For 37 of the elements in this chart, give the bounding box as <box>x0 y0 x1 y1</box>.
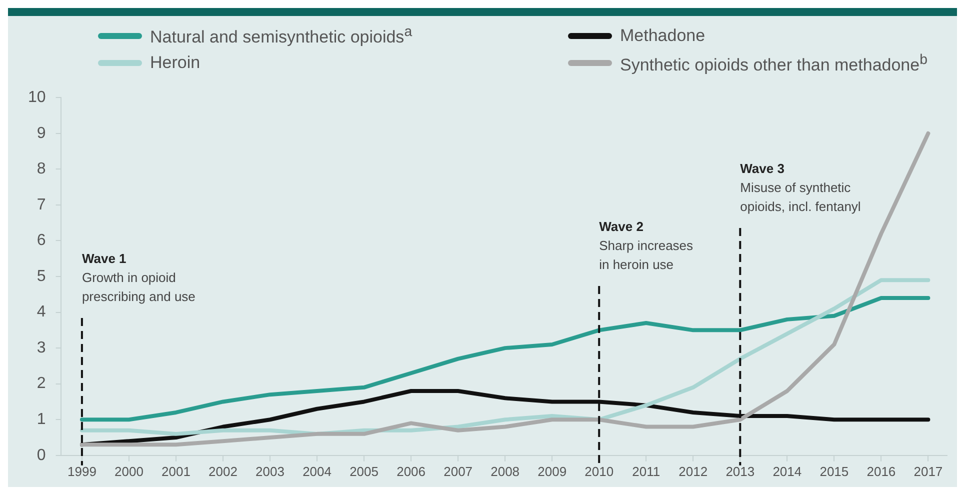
x-tick-label: 2012 <box>678 464 708 479</box>
y-tick-label: 3 <box>36 339 46 356</box>
y-tick-label: 8 <box>36 160 46 178</box>
ref-line-label: Wave 1 Growth in opioid prescribing and use <box>82 251 196 304</box>
x-tick-label: 2007 <box>444 464 473 479</box>
y-tick-label: 1 <box>36 411 46 428</box>
legend-label: Methadone <box>620 26 706 46</box>
y-tick-label: 0 <box>36 446 46 464</box>
ref-line-label: Wave 3 Misuse of synthetic opioids, incl. fentanyl <box>740 161 861 214</box>
x-tick-label: 2008 <box>490 464 520 479</box>
legend-label: Natural and semisynthetic opioids$^{a}$ <box>150 24 412 48</box>
x-tick-label: 2001 <box>162 464 190 479</box>
legend-label: Heroin <box>150 53 200 74</box>
y-tick-label: 9 <box>36 124 46 142</box>
x-tick-label: 2002 <box>208 464 238 479</box>
x-tick-label: 2000 <box>114 464 144 479</box>
x-tick-label: 2004 <box>302 464 332 479</box>
x-tick-label: 2005 <box>350 464 378 479</box>
legend-label: Synthetic opioids other than methadone$^{b}$ <box>620 52 928 76</box>
x-tick-label: 2010 <box>584 464 614 479</box>
x-tick-label: 2003 <box>256 464 284 479</box>
x-tick-label: 2013 <box>726 464 755 479</box>
ref-line-label: Wave 2 Sharp increases in heroin use <box>599 219 694 272</box>
y-tick-label: 4 <box>36 304 46 321</box>
x-tick-label: 2016 <box>866 464 896 479</box>
y-tick-label: 6 <box>36 232 46 250</box>
y-tick-label: 7 <box>36 196 46 214</box>
y-tick-label: 10 <box>28 89 46 106</box>
x-tick-label: 2006 <box>396 464 426 479</box>
x-tick-label: 2009 <box>538 464 567 479</box>
y-tick-label: 5 <box>36 268 46 285</box>
x-tick-label: 2014 <box>772 464 802 479</box>
y-tick-label: 2 <box>36 375 46 392</box>
x-tick-label: 2015 <box>820 464 849 479</box>
x-tick-label: 2017 <box>914 464 943 479</box>
x-tick-label: 2011 <box>632 464 660 479</box>
x-tick-label: 1999 <box>67 464 96 479</box>
